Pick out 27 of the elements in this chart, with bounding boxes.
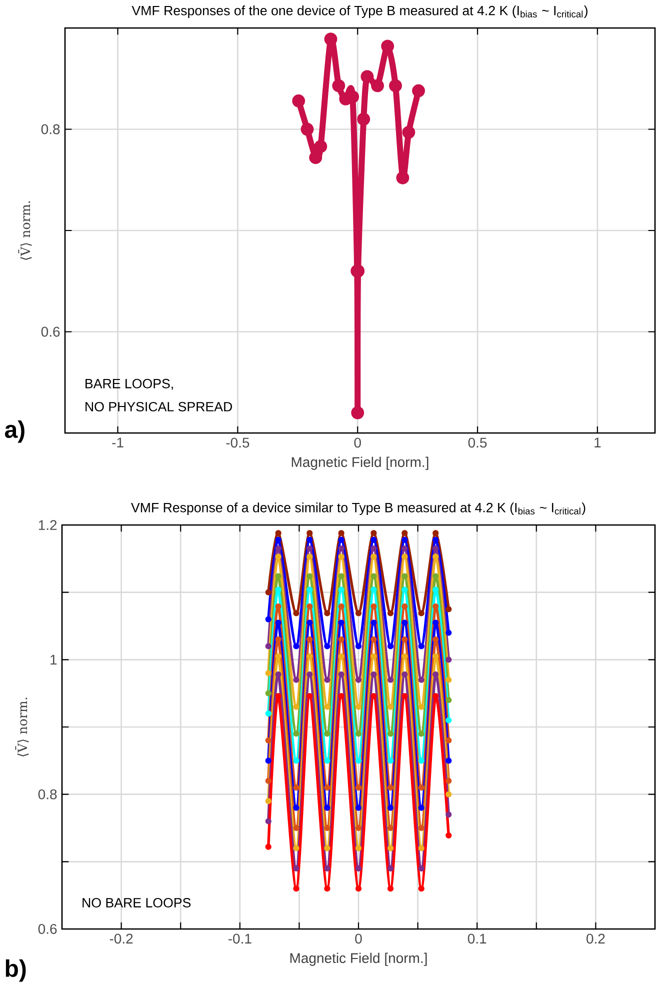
y-tick-label: 0.6	[41, 326, 60, 337]
y-axis-title: ⟨V̄⟩ norm.	[18, 201, 32, 260]
x-axis-title: Magnetic Field [norm.]	[290, 952, 427, 966]
y-tick-label: 0.6	[38, 924, 57, 934]
x-axis-title: Magnetic Field [norm.]	[292, 456, 428, 470]
y-tick-label: 0.8	[38, 789, 57, 800]
chart-title: VMF Responses of the one device of Type B measured at 4.2 K (I$_{bias}$ ~ I$_{critical}$)	[132, 6, 588, 18]
y-tick-label: 1	[50, 654, 57, 664]
x-tick-label: 0	[354, 438, 361, 448]
x-tick-label: 0.5	[468, 438, 487, 448]
x-tick-label: 0.2	[586, 934, 605, 944]
text: b)	[6, 959, 26, 982]
y-tick-label: 1.2	[38, 520, 57, 530]
x-tick-label: -1	[112, 438, 124, 448]
annotation: NO BARE LOOPS	[82, 898, 191, 908]
x-tick-label: 1	[594, 438, 601, 448]
x-tick-label: -0.2	[110, 934, 133, 944]
x-tick-label: -0.5	[226, 438, 250, 448]
text: a)	[4, 420, 24, 443]
x-tick-label: -0.1	[228, 934, 252, 944]
annotation: BARE LOOPS,	[86, 378, 173, 390]
annotation: NO PHYSICAL SPREAD	[86, 402, 232, 412]
x-tick-label: 0.1	[468, 934, 486, 944]
chart-title: VMF Response of a device similar to Type B measured at 4.2 K (I$_{bias}$ ~ I$_{critical}$)	[131, 502, 586, 515]
x-tick-label: 0	[355, 934, 362, 944]
y-axis-title: ⟨V̄⟩ norm.	[15, 698, 29, 756]
y-tick-label: 0.8	[41, 124, 60, 134]
